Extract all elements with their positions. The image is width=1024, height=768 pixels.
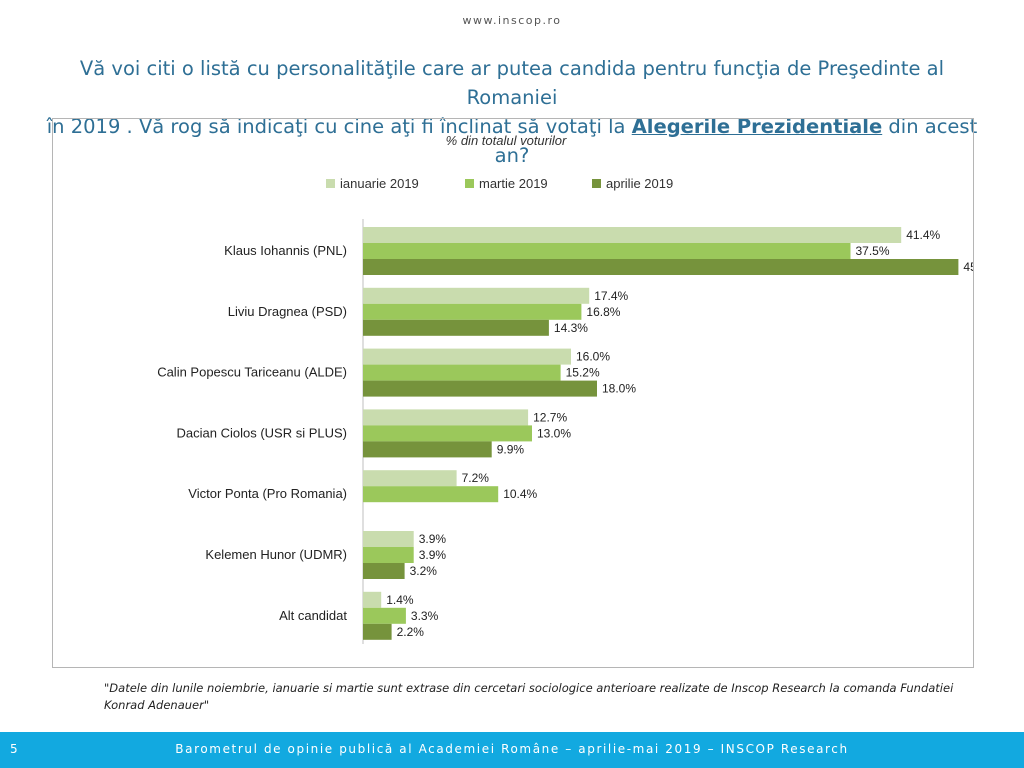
bar bbox=[363, 591, 382, 608]
question-line-2-start: în 2019 . Vă rog să indicaţi cu cine aţi… bbox=[46, 115, 632, 138]
chart-frame: % din totalul voturilor ianuarie 2019 mart… bbox=[52, 118, 974, 668]
legend-swatch-2 bbox=[465, 179, 474, 188]
data-label: 3.2% bbox=[410, 564, 438, 578]
bar bbox=[363, 441, 492, 458]
data-label: 7.2% bbox=[462, 471, 490, 485]
bar bbox=[363, 607, 406, 624]
category-label: Dacian Ciolos (USR si PLUS) bbox=[177, 425, 348, 440]
question-line-2: în 2019 . Vă rog să indicaţi cu cine aţi… bbox=[40, 112, 984, 170]
bar bbox=[363, 287, 590, 304]
footer-text: Barometrul de opinie publică al Academie… bbox=[175, 742, 849, 756]
bar bbox=[363, 547, 414, 563]
data-label: 3.9% bbox=[419, 532, 447, 546]
question-line-2-end: din acest an? bbox=[494, 115, 978, 167]
bar bbox=[363, 563, 405, 579]
category-label: Klaus Iohannis (PNL) bbox=[224, 243, 347, 258]
bar bbox=[363, 531, 414, 547]
data-label: 12.7% bbox=[533, 410, 567, 424]
data-label: 3.9% bbox=[419, 548, 447, 562]
data-label: 2.2% bbox=[397, 625, 425, 639]
data-label: 15.2% bbox=[566, 366, 600, 380]
legend-swatch-3 bbox=[592, 179, 601, 188]
bar-chart: % din totalul voturilor ianuarie 2019 mart… bbox=[157, 133, 973, 644]
footer-bar: 5 Barometrul de opinie publică al Academ… bbox=[0, 732, 1024, 768]
bar bbox=[363, 348, 571, 365]
legend-label-1: ianuarie 2019 bbox=[340, 176, 419, 191]
chart-title: % din totalul voturilor bbox=[446, 133, 567, 148]
data-label: 9.9% bbox=[497, 442, 525, 456]
page-number: 5 bbox=[10, 742, 18, 756]
bar bbox=[363, 227, 902, 243]
data-label: 16.8% bbox=[586, 305, 620, 319]
bar bbox=[363, 486, 499, 503]
bar bbox=[363, 623, 392, 640]
category-label: Alt candidat bbox=[279, 608, 347, 623]
data-label: 1.4% bbox=[386, 593, 414, 607]
category-label: Victor Ponta (Pro Romania) bbox=[188, 486, 347, 501]
data-label: 16.0% bbox=[576, 350, 610, 364]
category-label: Liviu Dragnea (PSD) bbox=[228, 304, 347, 319]
data-label: 18.0% bbox=[602, 382, 636, 396]
bar bbox=[363, 259, 959, 275]
data-label: 45.8% bbox=[963, 260, 973, 274]
bar bbox=[363, 380, 597, 397]
bar bbox=[363, 470, 457, 487]
data-label: 37.5% bbox=[856, 244, 890, 258]
bar bbox=[363, 319, 549, 336]
data-label: 17.4% bbox=[594, 289, 628, 303]
data-label: 13.0% bbox=[537, 426, 571, 440]
legend-label-2: martie 2019 bbox=[479, 176, 548, 191]
category-label: Calin Popescu Tariceanu (ALDE) bbox=[157, 365, 347, 380]
footnote: "Datele din lunile noiembrie, ianuarie s… bbox=[104, 681, 954, 712]
legend-swatch-1 bbox=[326, 179, 335, 188]
legend-label-3: aprilie 2019 bbox=[606, 176, 673, 191]
bar bbox=[363, 409, 529, 426]
question-emphasis: Alegerile Prezidentiale bbox=[631, 115, 883, 138]
bar bbox=[363, 425, 532, 442]
bar bbox=[363, 364, 561, 381]
bar bbox=[363, 243, 851, 259]
question-text: Vă voi citi o listă cu personalităţile c… bbox=[40, 54, 984, 170]
site-url: www.inscop.ro bbox=[462, 14, 562, 27]
data-label: 3.3% bbox=[411, 609, 439, 623]
data-label: 14.3% bbox=[554, 321, 588, 335]
category-label: Kelemen Hunor (UDMR) bbox=[205, 547, 347, 562]
bar bbox=[363, 303, 582, 320]
data-label: 10.4% bbox=[503, 487, 537, 501]
question-line-1: Vă voi citi o listă cu personalităţile c… bbox=[79, 57, 945, 109]
data-label: 41.4% bbox=[906, 228, 940, 242]
